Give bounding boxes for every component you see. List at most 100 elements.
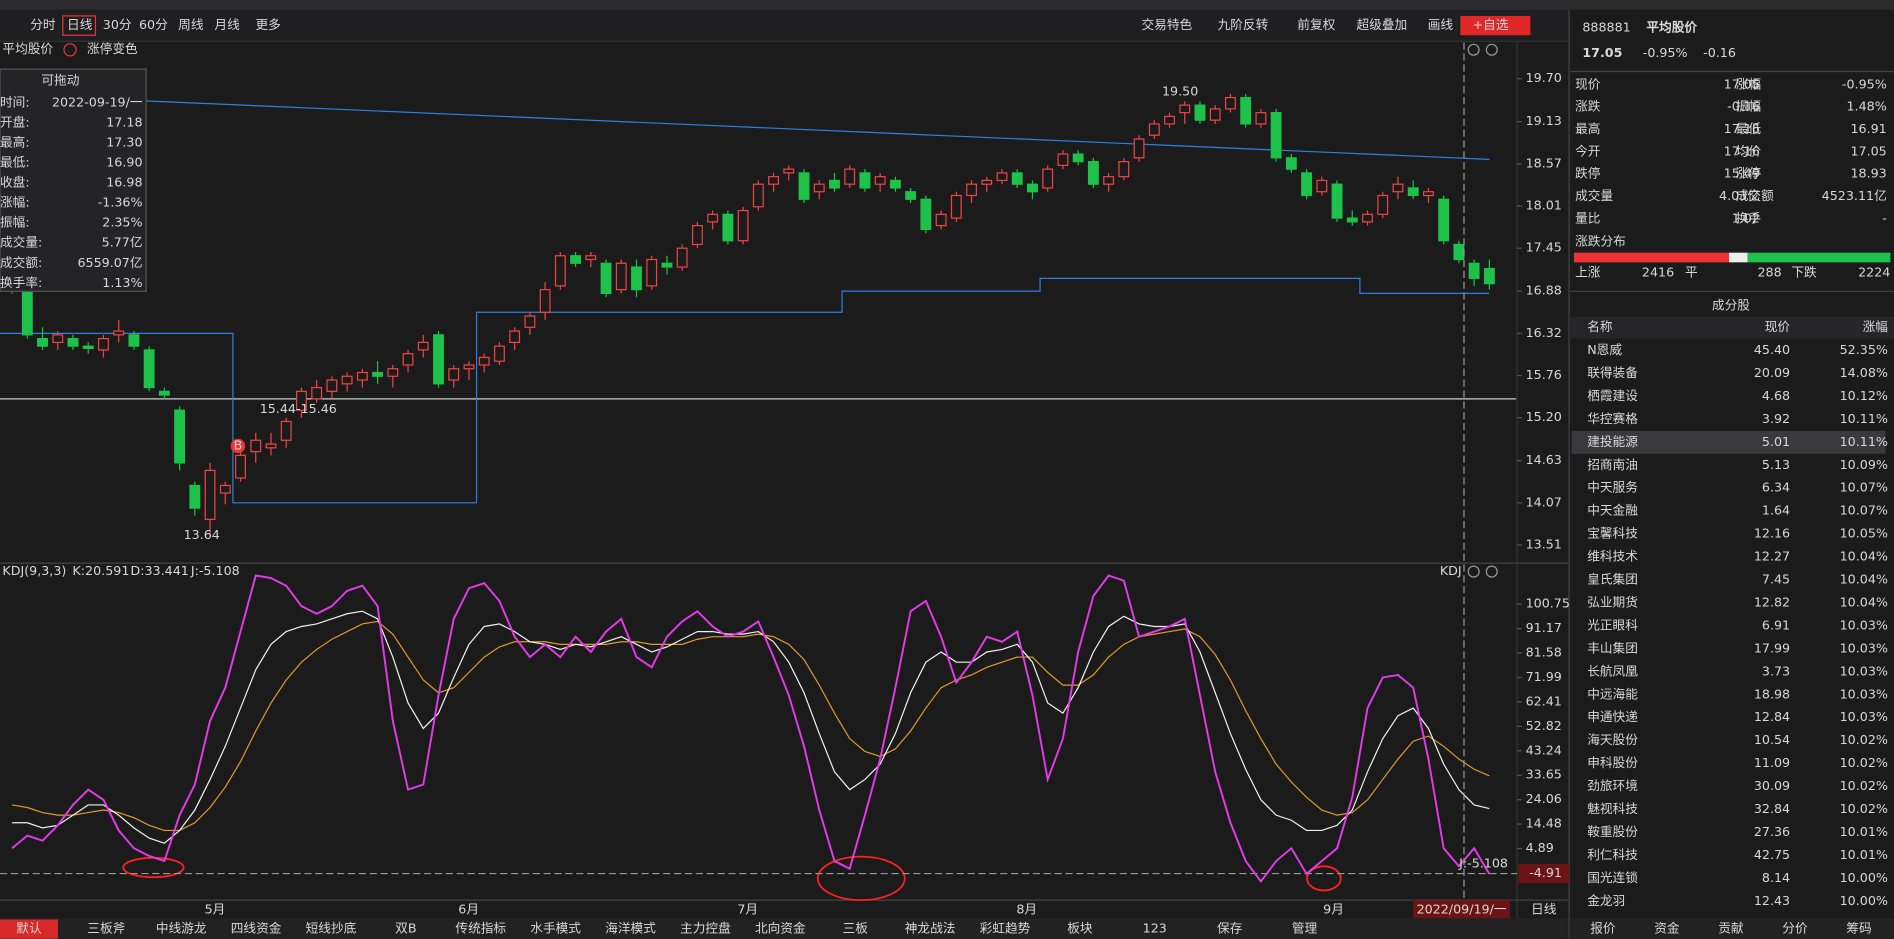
stock-price: 12.43 <box>1754 893 1790 908</box>
y-tick-label: 16.32 <box>1526 325 1562 340</box>
bottom-tab[interactable]: 默认 <box>16 921 42 936</box>
candle-body <box>1240 96 1252 125</box>
bottom-tab[interactable]: 三板 <box>843 921 869 936</box>
stock-name[interactable]: 申通快递 <box>1587 709 1638 724</box>
bottom-tab[interactable]: 保存 <box>1217 921 1243 936</box>
info-label: 成交量: <box>0 235 42 250</box>
row-selected <box>1571 430 1886 454</box>
bottom-tab[interactable]: 短线抄底 <box>306 921 357 936</box>
bottom-tab[interactable]: 彩虹趋势 <box>980 921 1031 936</box>
info-label: 成交额: <box>0 255 42 270</box>
toolbar-button[interactable]: 月线 <box>214 17 240 32</box>
stock-name[interactable]: 申科股份 <box>1587 755 1638 770</box>
dist-value: 288 <box>1757 265 1781 280</box>
stock-name[interactable]: 建投能源 <box>1587 434 1638 449</box>
bottom-tab[interactable]: 传统指标 <box>455 921 506 936</box>
quote-price: 17.05 <box>1582 45 1622 60</box>
stock-name[interactable]: 长航凤凰 <box>1587 663 1638 678</box>
stock-name[interactable]: 联得装备 <box>1587 365 1638 380</box>
candle-body <box>646 258 658 287</box>
toolbar-button[interactable]: 30分 <box>103 17 132 32</box>
bottom-tab[interactable]: 板块 <box>1067 921 1093 936</box>
bottom-tab[interactable]: 北向资金 <box>755 921 806 936</box>
candle-body <box>98 338 109 351</box>
candle-body <box>889 179 901 189</box>
stock-name[interactable]: 中天金融 <box>1587 503 1638 518</box>
bottom-tab[interactable]: 三板斧 <box>87 921 125 936</box>
bottom-tab[interactable]: 123 <box>1143 921 1167 936</box>
top-strip <box>0 0 1894 10</box>
stock-name[interactable]: 中远海能 <box>1587 686 1638 701</box>
stock-name[interactable]: 海天股份 <box>1587 732 1638 747</box>
bottom-tab[interactable]: 四线资金 <box>231 921 282 936</box>
toolbar-button[interactable]: 九阶反转 <box>1218 17 1269 32</box>
toolbar-button[interactable]: 超级叠加 <box>1356 17 1407 32</box>
candle-body <box>874 176 886 185</box>
stock-name[interactable]: 中天服务 <box>1587 480 1638 495</box>
bottom-tab[interactable]: 水手模式 <box>530 921 581 936</box>
toolbar-button[interactable]: 交易特色 <box>1141 17 1192 32</box>
candle-body <box>417 341 429 351</box>
stock-name[interactable]: 丰山集团 <box>1587 640 1638 655</box>
dist-label: 平 <box>1685 265 1698 280</box>
toolbar-button[interactable]: +自选 <box>1473 17 1509 32</box>
bottom-tab[interactable]: 主力控盘 <box>680 921 731 936</box>
stock-name[interactable]: 利仁科技 <box>1587 847 1638 862</box>
y-tick-label: 16.88 <box>1526 283 1562 298</box>
stock-name[interactable]: 弘业期货 <box>1587 594 1638 609</box>
toolbar-button[interactable]: 周线 <box>178 17 204 32</box>
toolbar-button[interactable]: 60分 <box>139 17 168 32</box>
stock-name[interactable]: 维科技术 <box>1587 549 1638 564</box>
month-label: 9月 <box>1323 901 1344 916</box>
y-tick-label: 18.57 <box>1526 155 1562 170</box>
toolbar-button[interactable]: 日线 <box>67 17 93 32</box>
stock-name[interactable]: 宝馨科技 <box>1587 526 1638 541</box>
side-tab[interactable]: 报价 <box>1590 921 1616 936</box>
stock-change: 10.04% <box>1840 572 1888 587</box>
kdj-title: KDJ(9,3,3) <box>2 563 66 578</box>
month-label: 6月 <box>458 901 479 916</box>
bottom-tab[interactable]: 中线游龙 <box>156 921 207 936</box>
stock-name[interactable]: 皇氏集团 <box>1587 572 1638 587</box>
info-value: 1.13% <box>102 275 142 290</box>
stock-price: 5.13 <box>1762 457 1790 472</box>
quote-value: 4.03亿 <box>1719 188 1760 203</box>
stock-name[interactable]: 招商南油 <box>1587 457 1638 472</box>
stock-price: 42.75 <box>1754 847 1790 862</box>
stock-name[interactable]: 鞍重股份 <box>1587 824 1638 839</box>
candle-body <box>676 247 688 268</box>
stock-price: 20.09 <box>1754 365 1790 380</box>
stock-name[interactable]: 金龙羽 <box>1587 893 1625 908</box>
bottom-tab[interactable]: 海洋模式 <box>605 921 656 936</box>
stock-name[interactable]: 魅视科技 <box>1587 801 1638 816</box>
y-tick-label: 52.82 <box>1526 718 1562 733</box>
stock-name[interactable]: 华控赛格 <box>1587 411 1638 426</box>
toolbar-button[interactable]: 画线 <box>1428 17 1454 32</box>
candle-body <box>981 179 993 185</box>
stock-change: 10.03% <box>1840 617 1888 632</box>
toolbar-button[interactable]: 分时 <box>30 17 56 32</box>
toolbar-button[interactable]: 更多 <box>255 17 280 32</box>
candle-body <box>920 198 932 230</box>
stock-name[interactable]: 栖霞建设 <box>1587 388 1638 403</box>
toolbar-button[interactable]: 前复权 <box>1297 17 1335 32</box>
stock-name[interactable]: 国光连锁 <box>1587 870 1638 885</box>
y-tick-label: 24.06 <box>1526 791 1562 806</box>
tab-bar <box>0 918 1568 939</box>
candle-body <box>1209 108 1221 121</box>
stock-name[interactable]: 劲旅环境 <box>1587 778 1638 793</box>
bottom-tab[interactable]: 管理 <box>1292 921 1318 936</box>
bottom-tab[interactable]: 神龙战法 <box>905 921 956 936</box>
candle-body <box>1316 179 1328 193</box>
side-tab[interactable]: 筹码 <box>1846 921 1871 936</box>
side-tab[interactable]: 资金 <box>1654 921 1680 936</box>
stock-name[interactable]: N恩威 <box>1587 342 1622 357</box>
bottom-tab[interactable]: 双B <box>395 921 416 936</box>
kdj-k: K:20.591 <box>72 563 129 578</box>
stock-name[interactable]: 光正眼科 <box>1587 617 1638 632</box>
y-tick-label: 14.48 <box>1526 816 1562 831</box>
stock-change: 10.04% <box>1840 594 1888 609</box>
candle-body <box>585 255 597 261</box>
side-tab[interactable]: 分价 <box>1782 921 1808 936</box>
side-tab[interactable]: 贡献 <box>1718 921 1744 936</box>
